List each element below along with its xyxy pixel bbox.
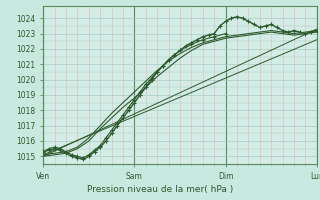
Text: Pression niveau de la mer( hPa ): Pression niveau de la mer( hPa ) (87, 185, 233, 194)
